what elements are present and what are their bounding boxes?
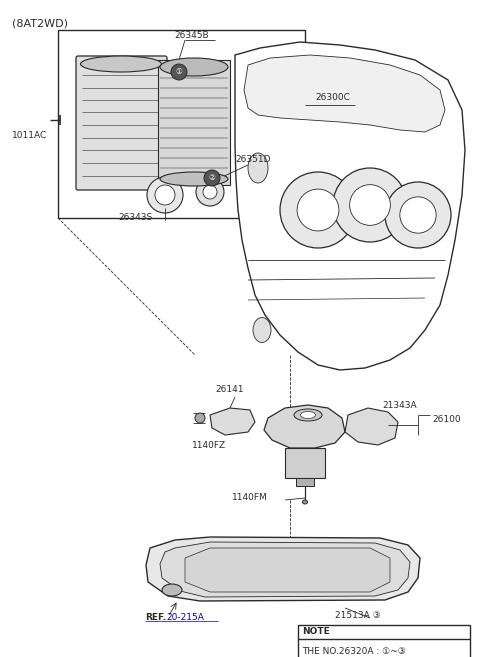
Text: ②: ② bbox=[209, 173, 216, 183]
Circle shape bbox=[203, 185, 217, 199]
Circle shape bbox=[349, 185, 390, 225]
Text: 26351D: 26351D bbox=[235, 156, 271, 164]
Text: 26300C: 26300C bbox=[315, 93, 350, 102]
Circle shape bbox=[297, 189, 339, 231]
Text: 1140FZ: 1140FZ bbox=[192, 440, 226, 449]
Text: 26343S: 26343S bbox=[118, 214, 152, 223]
Ellipse shape bbox=[248, 153, 268, 183]
Polygon shape bbox=[244, 55, 445, 132]
Text: 20-215A: 20-215A bbox=[166, 614, 204, 622]
Ellipse shape bbox=[160, 58, 228, 76]
Polygon shape bbox=[185, 548, 390, 592]
Ellipse shape bbox=[294, 409, 322, 421]
Ellipse shape bbox=[302, 500, 308, 504]
Polygon shape bbox=[345, 408, 398, 445]
Circle shape bbox=[155, 185, 175, 205]
Text: 26345B: 26345B bbox=[174, 30, 209, 39]
Circle shape bbox=[171, 64, 187, 80]
Circle shape bbox=[333, 168, 407, 242]
FancyBboxPatch shape bbox=[76, 56, 167, 190]
Text: 1011AC: 1011AC bbox=[12, 131, 47, 139]
Bar bbox=[58, 30, 305, 218]
Text: REF.: REF. bbox=[145, 614, 166, 622]
Text: 26100: 26100 bbox=[432, 415, 461, 424]
Ellipse shape bbox=[162, 584, 182, 596]
Ellipse shape bbox=[160, 172, 228, 186]
Text: (8AT2WD): (8AT2WD) bbox=[12, 18, 68, 28]
Circle shape bbox=[385, 182, 451, 248]
Circle shape bbox=[147, 177, 183, 213]
Polygon shape bbox=[264, 405, 345, 448]
Polygon shape bbox=[210, 408, 255, 435]
Circle shape bbox=[195, 413, 205, 423]
Bar bbox=[296, 478, 314, 486]
Text: 21513A ③: 21513A ③ bbox=[335, 610, 381, 620]
Text: THE NO.26320A : ①~③: THE NO.26320A : ①~③ bbox=[302, 646, 406, 656]
Circle shape bbox=[196, 178, 224, 206]
Text: NOTE: NOTE bbox=[302, 627, 330, 637]
Bar bbox=[285, 448, 325, 478]
Bar bbox=[158, 60, 230, 185]
Polygon shape bbox=[160, 542, 410, 597]
Text: 1140FM: 1140FM bbox=[232, 493, 268, 501]
Ellipse shape bbox=[300, 411, 315, 419]
Text: 21343A: 21343A bbox=[382, 401, 417, 409]
Circle shape bbox=[280, 172, 356, 248]
Circle shape bbox=[400, 197, 436, 233]
Bar bbox=[298, 625, 470, 657]
Ellipse shape bbox=[81, 56, 161, 72]
Text: ①: ① bbox=[176, 68, 182, 76]
Polygon shape bbox=[146, 537, 420, 601]
Ellipse shape bbox=[253, 317, 271, 342]
Polygon shape bbox=[235, 42, 465, 370]
Text: 26141: 26141 bbox=[215, 386, 243, 394]
Circle shape bbox=[204, 170, 220, 186]
